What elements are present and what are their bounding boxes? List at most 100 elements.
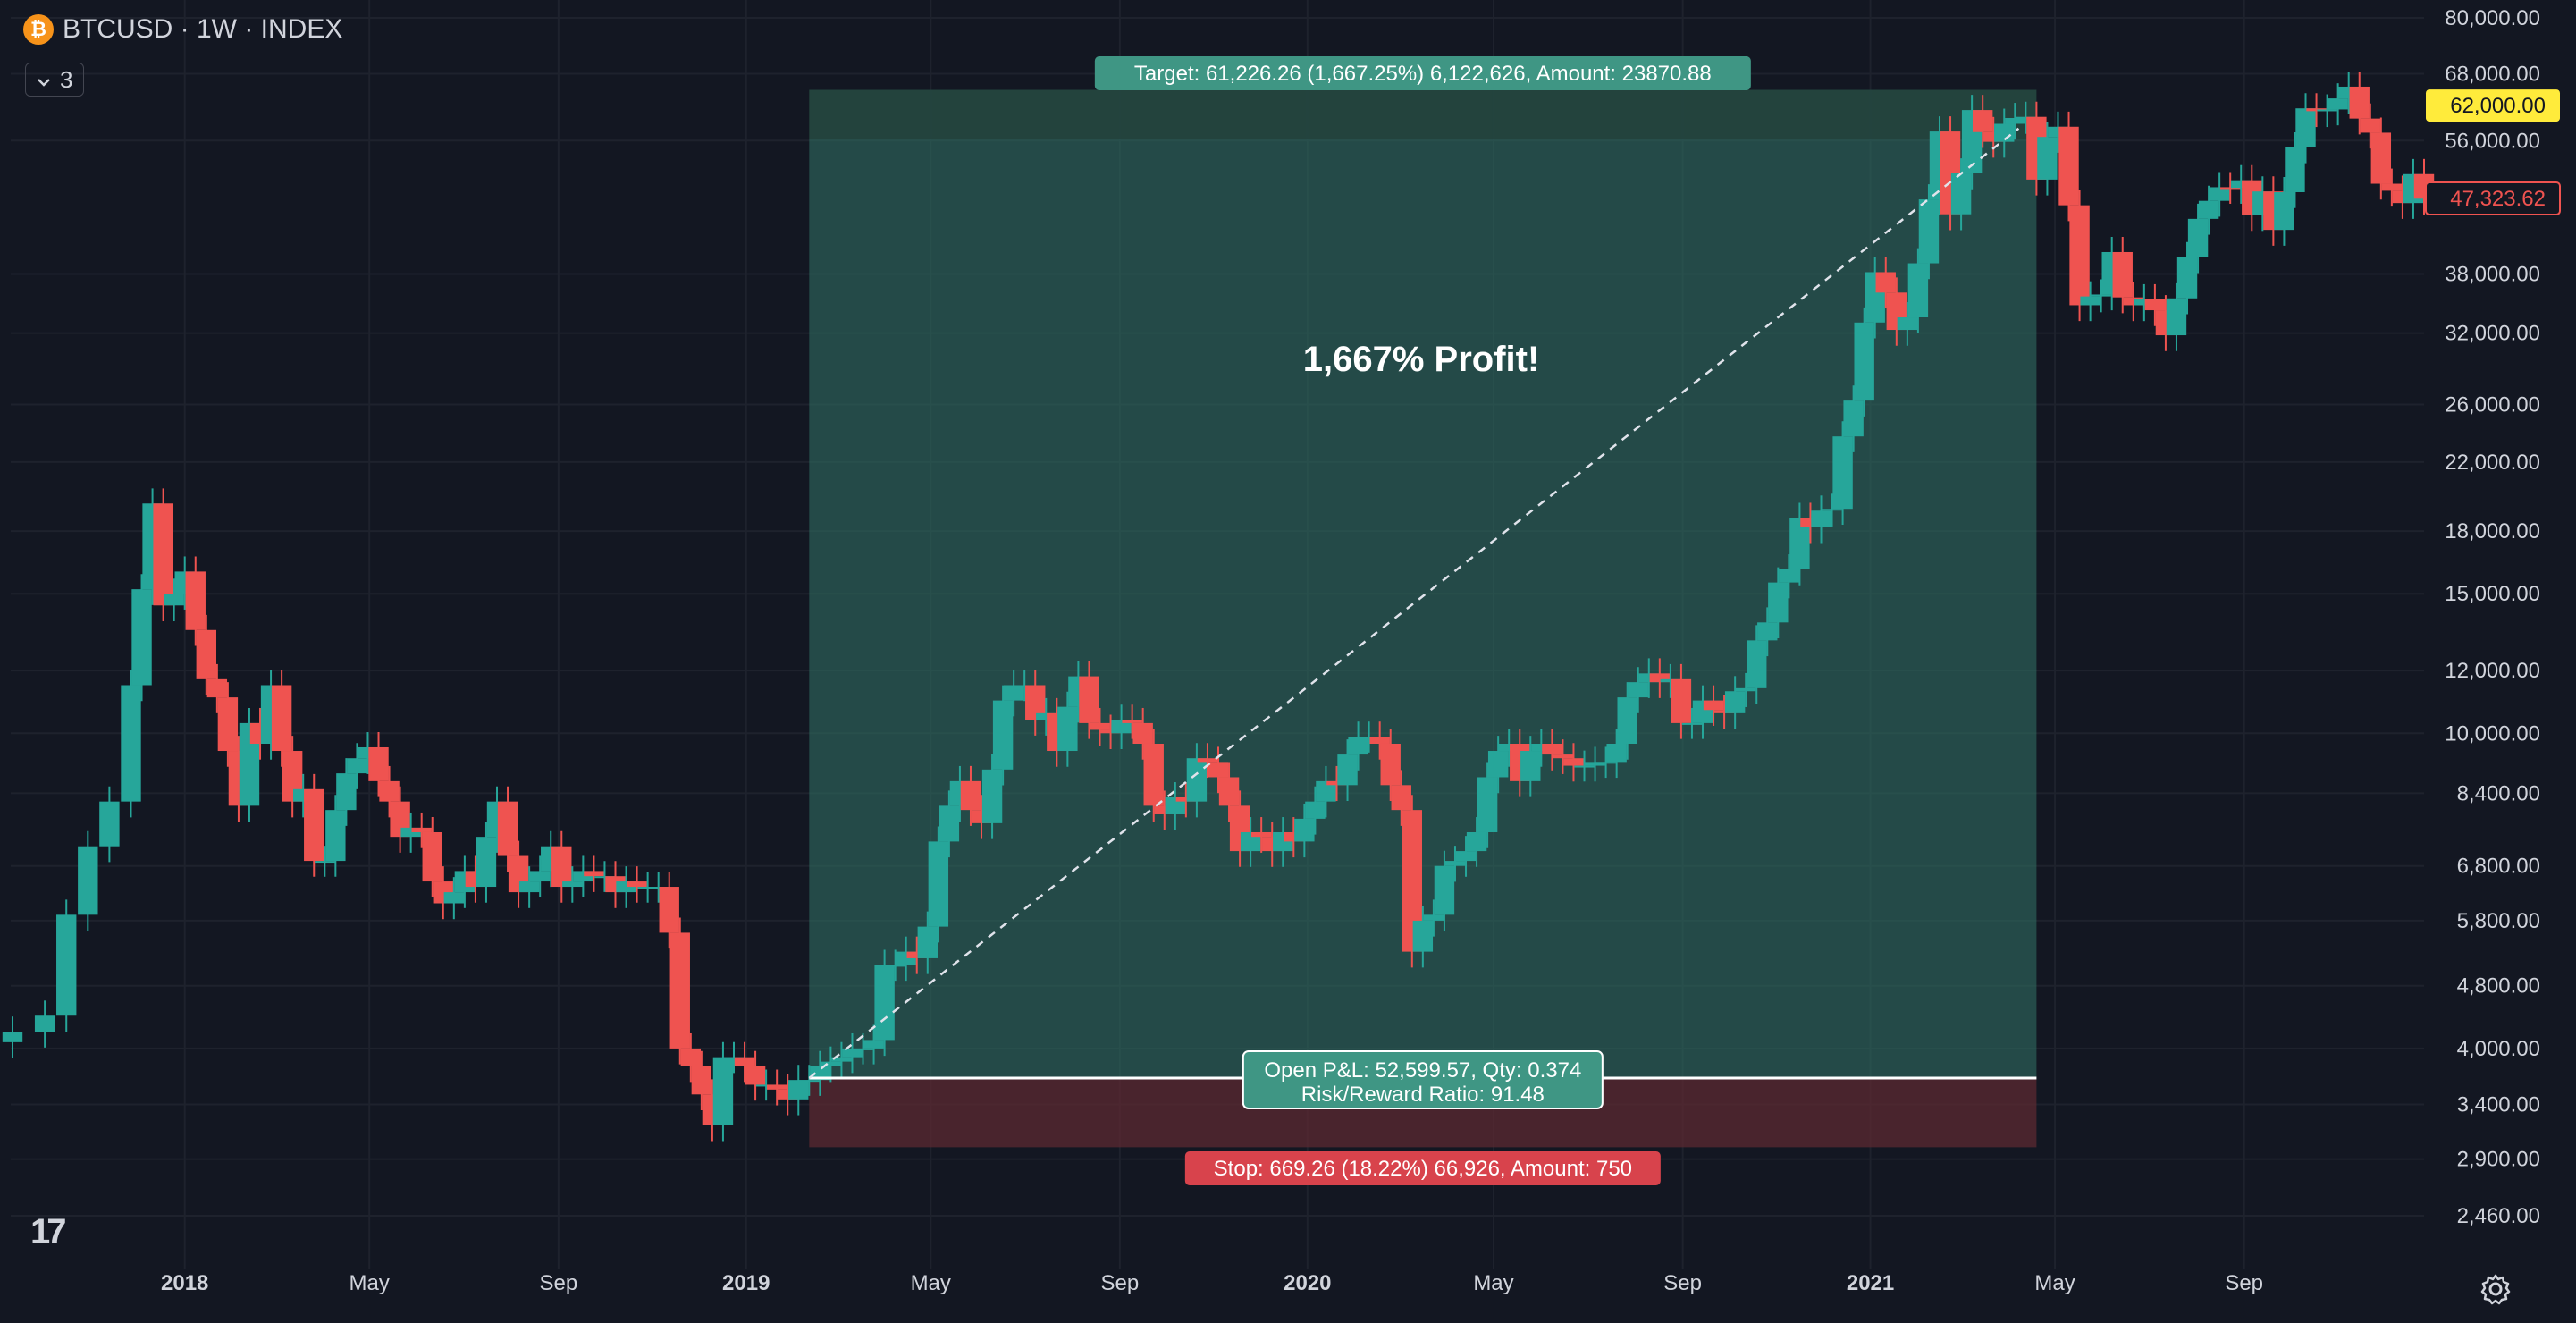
candle [121, 670, 141, 818]
candle [562, 866, 583, 903]
candle-body [1843, 400, 1864, 437]
candle [443, 877, 465, 920]
candle [422, 817, 442, 897]
candle [1832, 421, 1853, 525]
candle-body [99, 801, 120, 847]
candle [1090, 707, 1110, 746]
candle [1014, 670, 1035, 702]
candle-body [928, 841, 949, 927]
candle-body [1294, 818, 1315, 842]
candle [1628, 667, 1648, 713]
candle [1208, 746, 1229, 794]
candle [1638, 658, 1659, 698]
candle [831, 1041, 852, 1078]
candle [1542, 729, 1562, 771]
candle [1197, 743, 1218, 779]
candle [1563, 743, 1584, 782]
candle [573, 855, 593, 897]
candle [906, 936, 927, 974]
candle-body [196, 629, 217, 679]
candle-body [1520, 751, 1541, 781]
candle [347, 743, 367, 789]
candle-body [885, 965, 905, 967]
candle [734, 1041, 755, 1083]
target-label-text: Target: 61,226.26 (1,667.25%) 6,122,626,… [1134, 62, 1712, 86]
candle [1779, 554, 1799, 599]
y-tick-label: 8,400.00 [2457, 781, 2540, 805]
candle-body [1423, 914, 1444, 921]
candle-body [2209, 187, 2230, 201]
candle [1574, 750, 1595, 782]
gear-icon[interactable] [2479, 1273, 2512, 1313]
candle-body [2295, 108, 2316, 147]
candle [1132, 707, 1153, 760]
candle-body [1789, 518, 1810, 569]
candle [1671, 663, 1692, 739]
candle-body [842, 1048, 863, 1058]
candle [659, 872, 679, 949]
candle [2144, 283, 2166, 326]
candle-body [400, 827, 421, 838]
candle-body [1337, 754, 1358, 786]
candle [1499, 729, 1520, 767]
candle-body [1208, 762, 1229, 778]
tag-bg [2425, 181, 2561, 216]
tradingview-logo-icon[interactable]: 17 [30, 1212, 66, 1251]
candle-body [368, 746, 389, 781]
candle [153, 488, 173, 621]
last-price-tag: 47,323.62 [2425, 181, 2561, 216]
x-tick-label: 2021 [1847, 1271, 1894, 1295]
symbol-title[interactable]: BTCUSD · 1W · INDEX [63, 14, 343, 44]
candle [1380, 729, 1401, 802]
candle-body [2231, 180, 2252, 189]
candle [217, 682, 239, 767]
candle-body [1025, 685, 1046, 720]
candle-body [1628, 682, 1648, 698]
candle-body [1466, 831, 1487, 852]
target-label: Target: 61,226.26 (1,667.25%) 6,122,626,… [1094, 56, 1751, 90]
candle-body [164, 594, 184, 606]
candle [1531, 729, 1552, 767]
candle [2209, 172, 2230, 217]
candle-body [1434, 865, 1455, 915]
candle-body [821, 1061, 841, 1066]
candle [2231, 164, 2252, 204]
candle-body [766, 1084, 787, 1090]
candle [2328, 83, 2348, 126]
candle-body [476, 837, 497, 888]
candle [939, 790, 960, 858]
candle [2317, 94, 2337, 128]
candle-body [2306, 108, 2327, 112]
y-tick-label: 5,800.00 [2457, 909, 2540, 933]
candle-body [627, 881, 647, 888]
candle [1218, 762, 1240, 822]
candle-body [1972, 110, 1993, 132]
y-tick-label: 15,000.00 [2445, 582, 2540, 606]
candle [1154, 790, 1174, 830]
candle [1972, 95, 1993, 148]
candle [1186, 743, 1208, 818]
candle-body [1735, 687, 1756, 692]
candle-body [2328, 98, 2348, 110]
y-tick-label: 4,800.00 [2457, 974, 2540, 999]
candle [1122, 704, 1142, 739]
x-tick-label: Sep [2225, 1271, 2263, 1295]
candle [981, 754, 1003, 839]
candle-body [799, 1080, 820, 1083]
symbol-header[interactable]: ₿ BTCUSD · 1W · INDEX [23, 14, 342, 45]
candle [637, 872, 658, 903]
candle [1747, 625, 1767, 704]
candle-body [1606, 743, 1627, 763]
candle-body [810, 1066, 830, 1081]
candle [1724, 676, 1746, 729]
candle [853, 1032, 873, 1065]
candle-body [1768, 582, 1789, 623]
candle-body [1724, 691, 1746, 713]
indicator-collapse-button[interactable]: 3 [25, 63, 85, 97]
candle [2187, 203, 2209, 274]
stop-label-bg [1184, 1151, 1661, 1185]
candle [1326, 765, 1347, 802]
candle [992, 685, 1014, 786]
y-tick-label: 6,800.00 [2457, 855, 2540, 879]
